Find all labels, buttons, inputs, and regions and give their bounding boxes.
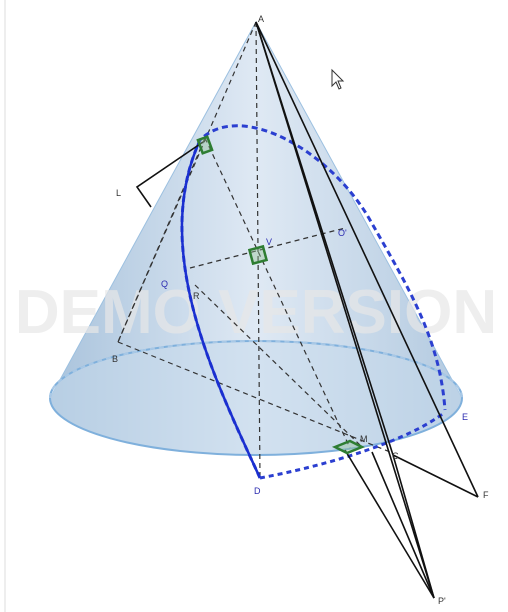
point-label: B xyxy=(112,354,118,364)
right-angle-mark xyxy=(249,246,266,263)
point-label: D xyxy=(254,486,261,496)
point-label: P' xyxy=(438,596,446,606)
point-label: R xyxy=(193,291,200,301)
point-label: F xyxy=(483,490,489,500)
point-label: M xyxy=(360,434,368,444)
point-label: E xyxy=(462,412,468,422)
cursor xyxy=(332,70,343,89)
point-label: V xyxy=(266,237,272,247)
point-label: C xyxy=(392,451,399,461)
diagram: DEMO VERSION A L Q R V O' B E D C M F P' xyxy=(0,0,508,612)
point-label: L xyxy=(116,188,121,198)
watermark: DEMO VERSION xyxy=(15,278,497,347)
point-label: Q xyxy=(161,279,168,289)
point-label: A xyxy=(258,14,264,24)
point-label: O' xyxy=(338,228,347,238)
